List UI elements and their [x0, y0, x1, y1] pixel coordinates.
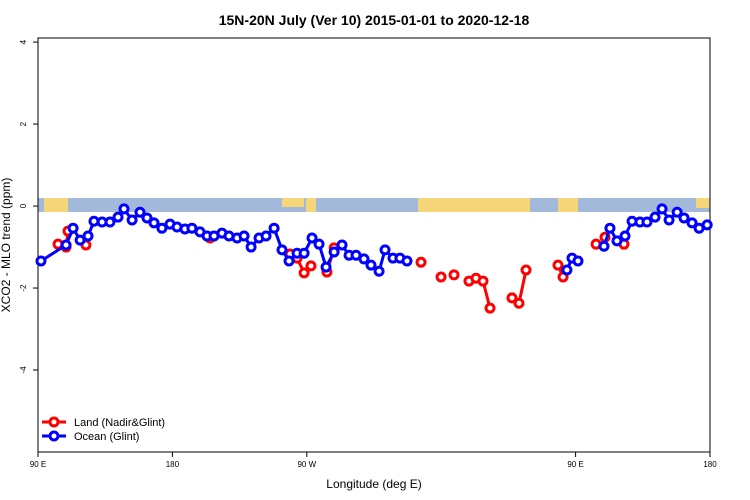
plot-frame	[37, 37, 711, 453]
y-tick-label: 4	[19, 39, 28, 44]
point	[572, 255, 584, 267]
x-tick-label: 90 E	[567, 460, 583, 469]
point	[313, 238, 325, 250]
y-tick-label: -4	[19, 366, 28, 374]
point	[619, 230, 631, 242]
point	[305, 260, 317, 272]
point	[298, 267, 310, 279]
point	[74, 234, 86, 246]
point	[358, 253, 370, 265]
point	[35, 255, 47, 267]
point	[268, 222, 280, 234]
point	[238, 230, 250, 242]
point	[126, 214, 138, 226]
point	[477, 275, 489, 287]
point	[561, 264, 573, 276]
point	[60, 239, 72, 251]
legend-label: Land (Nadir&Glint)	[74, 417, 165, 429]
point	[552, 259, 564, 271]
point	[373, 265, 385, 277]
y-tick-label: 0	[19, 203, 28, 208]
point	[328, 246, 340, 258]
point	[611, 235, 623, 247]
x-tick-label: 90 E	[30, 460, 46, 469]
legend-label: Ocean (Glint)	[74, 431, 139, 443]
x-tick-label: 90 W	[297, 460, 316, 469]
y-tick-label: -2	[19, 284, 28, 292]
point	[656, 203, 668, 215]
point	[112, 211, 124, 223]
point	[401, 255, 413, 267]
point	[701, 219, 713, 231]
point	[435, 271, 447, 283]
legend-marker	[48, 430, 60, 442]
point	[520, 264, 532, 276]
point	[506, 292, 518, 304]
point	[415, 256, 427, 268]
point	[283, 255, 295, 267]
point	[276, 244, 288, 256]
point	[141, 212, 153, 224]
point	[649, 211, 661, 223]
point	[245, 241, 257, 253]
point	[641, 216, 653, 228]
point	[686, 217, 698, 229]
point	[306, 232, 318, 244]
point	[260, 230, 272, 242]
point	[671, 206, 683, 218]
point	[118, 203, 130, 215]
point	[604, 222, 616, 234]
x-tick-label: 180	[703, 460, 717, 469]
point	[379, 244, 391, 256]
point	[598, 240, 610, 252]
point	[484, 302, 496, 314]
x-axis-label: Longitude (deg E)	[326, 477, 421, 491]
point	[148, 217, 160, 229]
legend-marker	[48, 416, 60, 428]
point	[448, 269, 460, 281]
point	[134, 206, 146, 218]
point	[67, 222, 79, 234]
point	[320, 261, 332, 273]
x-tick-label: 180	[166, 460, 180, 469]
point	[336, 239, 348, 251]
point	[156, 222, 168, 234]
chart-title: 15N-20N July (Ver 10) 2015-01-01 to 2020…	[219, 12, 530, 28]
point	[82, 230, 94, 242]
point	[104, 216, 116, 228]
y-tick-label: 2	[19, 121, 28, 126]
point	[365, 259, 377, 271]
y-axis-label: XCO2 - MLO trend (ppm)	[0, 178, 13, 313]
point	[663, 214, 675, 226]
point	[513, 297, 525, 309]
map-strip	[38, 198, 710, 212]
point	[298, 247, 310, 259]
point	[678, 212, 690, 224]
